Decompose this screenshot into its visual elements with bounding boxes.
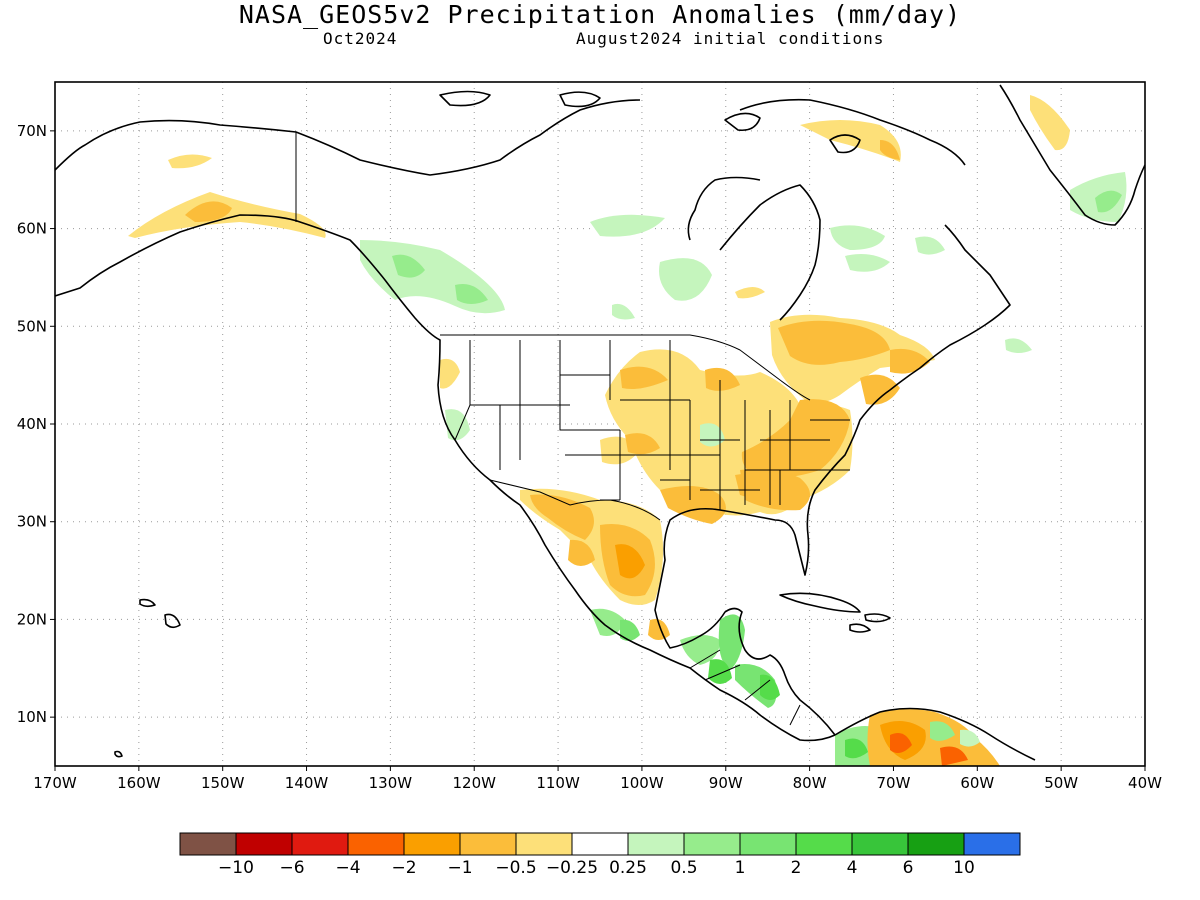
colorbar-label: −2 bbox=[391, 858, 416, 878]
colorbar-swatch bbox=[459, 832, 517, 856]
colorbar-label: 10 bbox=[953, 858, 975, 878]
colorbar-label: 0.5 bbox=[670, 858, 697, 878]
colorbar-label: 4 bbox=[847, 858, 858, 878]
anomaly-shading bbox=[128, 95, 1127, 766]
colorbar-label: −0.5 bbox=[495, 858, 536, 878]
lon-tick-label: 120W bbox=[452, 774, 496, 792]
forecast-month: Oct2024 bbox=[323, 29, 398, 48]
colorbar-swatch bbox=[795, 832, 853, 856]
colorbar-swatch bbox=[235, 832, 293, 856]
lon-tick-label: 140W bbox=[285, 774, 329, 792]
colorbar-swatch bbox=[179, 832, 237, 856]
lon-tick-label: 150W bbox=[201, 774, 245, 792]
graticule bbox=[55, 82, 1145, 766]
colorbar-label: −10 bbox=[218, 858, 254, 878]
colorbar-label: −1 bbox=[447, 858, 472, 878]
lat-tick-label: 60N bbox=[17, 220, 47, 238]
coastlines bbox=[55, 84, 1145, 761]
lon-tick-label: 170W bbox=[33, 774, 77, 792]
colorbar-swatch bbox=[851, 832, 909, 856]
colorbar-label: 6 bbox=[903, 858, 914, 878]
colorbar: −10 −6 −4 −2 −1 −0.5 −0.25 0.25 0.5 1 2 4 6 10 bbox=[179, 832, 1021, 878]
lon-tick-label: 60W bbox=[960, 774, 994, 792]
initial-conditions-label: August2024 initial conditions bbox=[576, 29, 885, 48]
lat-tick-label: 40N bbox=[17, 415, 47, 433]
lon-tick-label: 110W bbox=[536, 774, 580, 792]
colorbar-label: 0.25 bbox=[609, 858, 647, 878]
map-title: NASA_GEOS5v2 Precipitation Anomalies (mm… bbox=[238, 0, 962, 29]
colorbar-label: 2 bbox=[791, 858, 802, 878]
colorbar-swatch bbox=[739, 832, 797, 856]
political-boundaries bbox=[295, 132, 850, 726]
colorbar-swatch bbox=[571, 832, 629, 856]
colorbar-swatch bbox=[907, 832, 965, 856]
colorbar-swatch bbox=[963, 832, 1021, 856]
colorbar-swatch bbox=[627, 832, 685, 856]
lon-tick-label: 50W bbox=[1044, 774, 1078, 792]
lat-tick-label: 10N bbox=[17, 708, 47, 726]
anomaly-region-south bbox=[520, 488, 1000, 766]
lat-tick-label: 50N bbox=[17, 317, 47, 335]
colorbar-label: −0.25 bbox=[546, 858, 598, 878]
lon-tick-label: 40W bbox=[1128, 774, 1162, 792]
lat-tick-label: 30N bbox=[17, 513, 47, 531]
colorbar-label: 1 bbox=[735, 858, 746, 878]
lon-tick-label: 90W bbox=[709, 774, 743, 792]
colorbar-swatch bbox=[683, 832, 741, 856]
colorbar-label: −4 bbox=[335, 858, 360, 878]
colorbar-swatch bbox=[403, 832, 461, 856]
lon-tick-label: 130W bbox=[369, 774, 413, 792]
colorbar-swatch bbox=[347, 832, 405, 856]
lat-tick-label: 70N bbox=[17, 122, 47, 140]
plot-frame bbox=[54, 81, 1146, 767]
colorbar-label: −6 bbox=[279, 858, 304, 878]
axis-labels: 170W 160W 150W 140W 130W 120W 110W 100W 90W 80W 70… bbox=[17, 122, 1162, 792]
colorbar-swatch bbox=[515, 832, 573, 856]
anomaly-region-northwest bbox=[128, 95, 1127, 353]
lon-tick-label: 80W bbox=[793, 774, 827, 792]
lon-tick-label: 160W bbox=[117, 774, 161, 792]
colorbar-swatch bbox=[291, 832, 349, 856]
lon-tick-label: 100W bbox=[620, 774, 664, 792]
lon-tick-label: 70W bbox=[877, 774, 911, 792]
lat-tick-label: 20N bbox=[17, 610, 47, 628]
